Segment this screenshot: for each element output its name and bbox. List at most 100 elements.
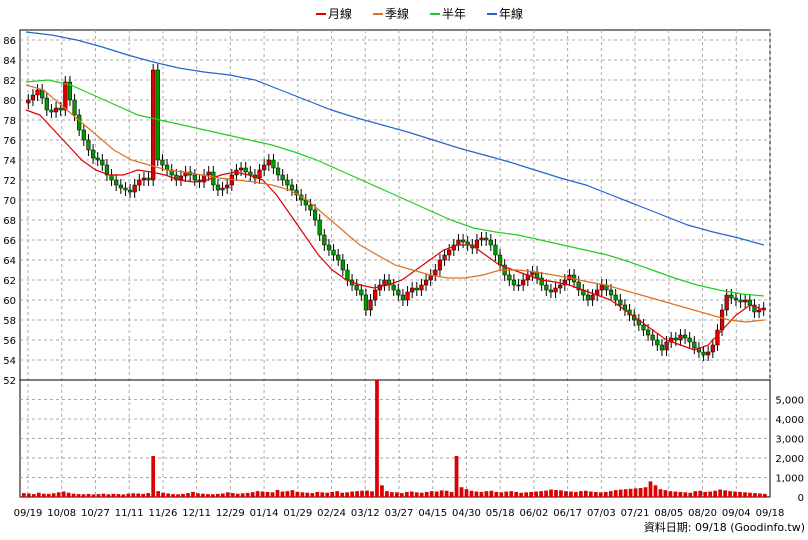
volume-bar bbox=[350, 491, 354, 497]
candle-body bbox=[423, 279, 429, 286]
legend-label: 季線 bbox=[385, 6, 409, 21]
volume-bar bbox=[464, 489, 469, 497]
price-plot-frame bbox=[19, 29, 771, 381]
candle-body bbox=[710, 344, 715, 353]
volume-bar bbox=[733, 491, 737, 497]
volume-bar bbox=[534, 491, 538, 497]
candle-body bbox=[225, 184, 230, 189]
candle-body bbox=[243, 167, 248, 173]
volume-tick-label: 3,000 bbox=[775, 435, 804, 446]
price-tick-label: 68 bbox=[3, 216, 16, 227]
volume-bar bbox=[385, 491, 389, 497]
candle-body bbox=[354, 284, 359, 291]
volume-bar bbox=[196, 493, 200, 497]
volume-bar bbox=[668, 491, 673, 497]
legend: 月線 季線 半年 年線 bbox=[316, 6, 523, 21]
candle-body bbox=[44, 97, 49, 111]
price-tick-label: 52 bbox=[3, 376, 16, 387]
candle-body bbox=[645, 329, 651, 336]
candle-body bbox=[724, 294, 729, 311]
price-tick-label: 60 bbox=[3, 296, 16, 307]
volume-bar bbox=[176, 494, 180, 497]
x-tick-label: 04/30 bbox=[452, 508, 481, 519]
volume-bar bbox=[688, 492, 693, 497]
candle-body bbox=[613, 294, 618, 301]
x-tick-label: 03/12 bbox=[351, 508, 380, 519]
candle-body bbox=[678, 334, 683, 341]
volume-bar bbox=[429, 491, 434, 497]
volume-bar bbox=[51, 493, 56, 497]
volume-bar bbox=[583, 490, 588, 497]
candle-body bbox=[396, 289, 401, 296]
price-tick-label: 76 bbox=[3, 136, 16, 147]
volume-bar bbox=[653, 485, 658, 497]
candle-body bbox=[132, 184, 137, 193]
volume-tick-label: 5,000 bbox=[775, 396, 804, 407]
candle-body bbox=[456, 239, 461, 246]
volume-bar bbox=[280, 491, 285, 497]
volume-bar bbox=[240, 493, 245, 497]
volume-bar bbox=[116, 494, 121, 497]
volume-bar bbox=[375, 380, 379, 497]
candle-body bbox=[303, 199, 308, 206]
volume-bar bbox=[71, 493, 76, 497]
volume-bar bbox=[693, 491, 698, 497]
volume-bar bbox=[86, 493, 91, 497]
legend-label: 年線 bbox=[499, 6, 523, 21]
volume-bar bbox=[141, 493, 146, 497]
price-panel: 52 54 56 58 60 62 64 66 68 70 72 74 76 78 80 82 84 86 bbox=[3, 29, 771, 497]
candle-body bbox=[81, 129, 86, 141]
candle-body bbox=[317, 219, 322, 236]
candle-body bbox=[682, 334, 688, 339]
volume-bar bbox=[81, 494, 86, 497]
volume-bar bbox=[390, 492, 394, 497]
volume-bar bbox=[419, 492, 424, 497]
volume-bar bbox=[499, 492, 504, 497]
volume-bar bbox=[424, 491, 429, 497]
volume-bar bbox=[181, 493, 185, 497]
candle-body bbox=[562, 279, 567, 286]
volume-bar bbox=[683, 492, 688, 497]
volume-bar bbox=[76, 494, 81, 497]
volume-bar bbox=[41, 493, 46, 497]
candle-body bbox=[114, 179, 119, 186]
volume-bar bbox=[111, 493, 116, 497]
volume-bar bbox=[673, 491, 678, 497]
volume-bar bbox=[26, 493, 31, 497]
x-tick-label: 07/21 bbox=[621, 508, 650, 519]
volume-tick-label: 1,000 bbox=[775, 474, 804, 485]
candle-body bbox=[340, 259, 345, 271]
volume-bar bbox=[728, 491, 732, 497]
candle-body bbox=[442, 254, 447, 261]
candle-body bbox=[220, 187, 225, 191]
candle-body bbox=[756, 309, 762, 313]
volume-bar bbox=[474, 491, 479, 497]
candle-body bbox=[30, 94, 36, 101]
volume-bar bbox=[295, 491, 300, 497]
volume-bar bbox=[648, 481, 653, 497]
candle-body bbox=[326, 244, 332, 251]
candle-body bbox=[109, 174, 114, 181]
candle-body bbox=[363, 294, 369, 311]
volume-bar bbox=[618, 489, 623, 497]
volume-bar bbox=[335, 491, 340, 497]
candle-body bbox=[215, 184, 221, 191]
candle-body bbox=[104, 164, 110, 176]
volume-bar bbox=[210, 494, 215, 497]
candle-body bbox=[336, 254, 341, 261]
volume-bar bbox=[126, 493, 131, 497]
volume-bar bbox=[250, 492, 255, 497]
candle-body bbox=[544, 284, 549, 291]
x-tick-label: 01/29 bbox=[283, 508, 312, 519]
candle-body bbox=[410, 287, 415, 293]
candle-body bbox=[433, 269, 438, 276]
volume-bar bbox=[633, 488, 638, 497]
candle-body bbox=[35, 89, 40, 96]
candle-body bbox=[484, 237, 489, 241]
volume-bar bbox=[275, 489, 280, 497]
candle-body bbox=[437, 259, 443, 271]
volume-bar bbox=[509, 491, 514, 497]
volume-bar bbox=[260, 491, 265, 497]
x-tick-label: 02/24 bbox=[317, 508, 346, 519]
volume-bar bbox=[559, 490, 563, 497]
